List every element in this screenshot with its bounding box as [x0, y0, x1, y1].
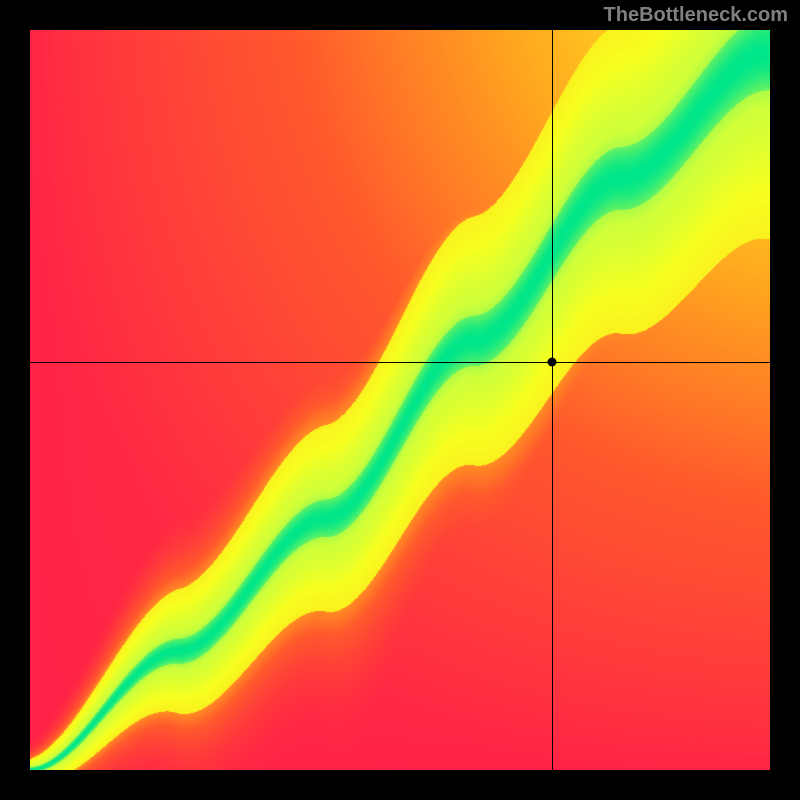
heatmap-canvas	[30, 30, 770, 770]
watermark-text: TheBottleneck.com	[604, 4, 788, 27]
crosshair-horizontal	[30, 362, 770, 363]
crosshair-marker	[547, 357, 556, 366]
crosshair-vertical	[552, 30, 553, 770]
heatmap-plot	[30, 30, 770, 770]
